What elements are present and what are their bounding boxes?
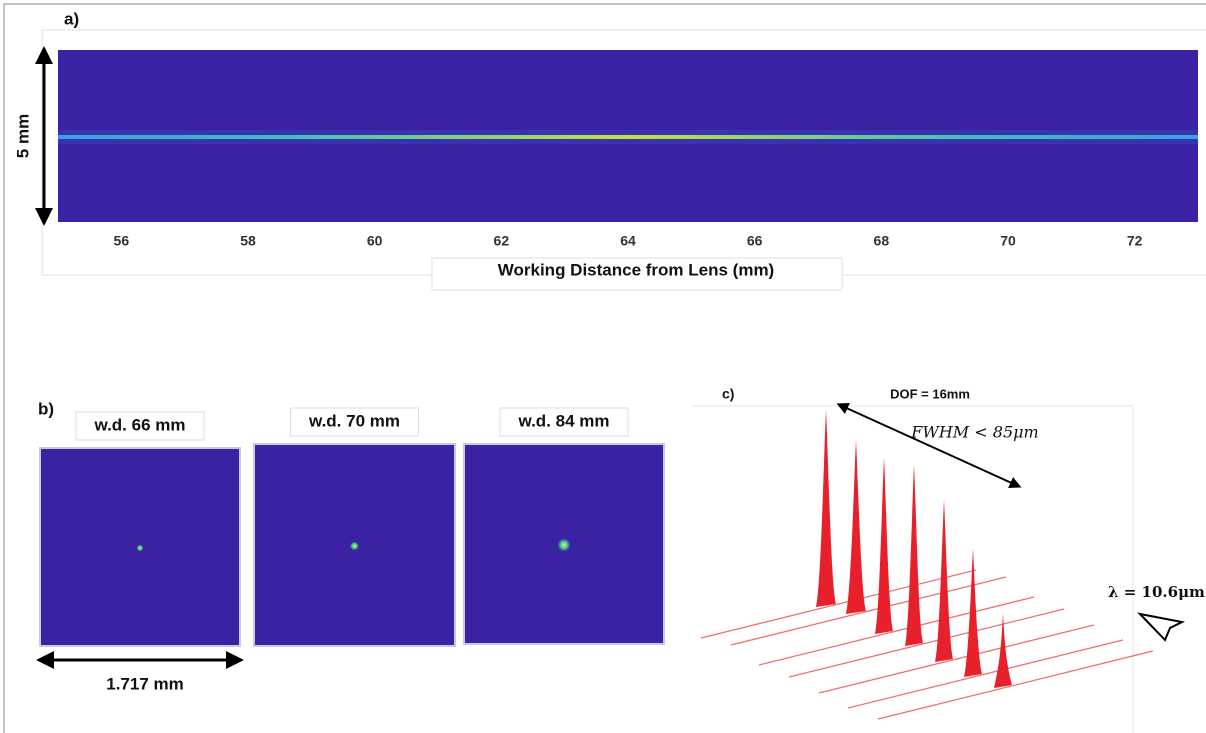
profile-line [701,570,976,638]
peak [964,548,982,677]
peak [816,410,836,607]
figure: a) 5 mm Working Distance from Lens (mm) … [0,0,1206,733]
wavelength-label: λ = 10.6μm [1108,583,1205,601]
profile-line [759,597,1034,665]
width-label: 1.717 mm [106,674,184,693]
spot [137,545,144,552]
image-label: w.d. 70 mm [308,411,400,430]
peak [875,458,893,634]
x-tick-label: 68 [874,233,890,249]
peaks [701,410,1153,719]
image-label: w.d. 84 mm [517,411,609,430]
peak [846,440,866,614]
peak [994,613,1012,688]
fwhm-label: FWHM < 85μm [910,423,1038,442]
x-tick-label: 64 [620,233,636,249]
height-label: 5 mm [13,114,32,158]
x-tick-label: 62 [494,233,510,249]
beam-direction-arrow [1140,614,1182,640]
x-tick-label: 66 [747,233,763,249]
x-tick-label: 58 [240,233,256,249]
spot-images: w.d. 66 mm w.d. 70 mm w.d. 84 mm [40,408,664,646]
spot [558,539,571,552]
x-axis-label: Working Distance from Lens (mm) [498,260,774,279]
dof-label: DOF = 16mm [890,386,970,401]
panel-label: b) [38,399,54,418]
x-tick-label: 70 [1000,233,1016,249]
peak [905,465,923,646]
profile-line [878,651,1153,719]
panel-label: a) [64,9,79,28]
panel-label: c) [722,386,734,402]
profile-line [731,577,1006,645]
x-tick-label: 56 [114,233,130,249]
x-tick-label: 60 [367,233,383,249]
peak [935,500,953,662]
x-ticks: 56 58 60 62 64 66 68 70 72 [114,233,1143,249]
x-tick-label: 72 [1127,233,1143,249]
spot [350,542,359,551]
profile-line [848,640,1123,708]
image-label: w.d. 66 mm [93,415,185,434]
dof-arrow [842,406,1016,485]
beam [58,135,1198,139]
